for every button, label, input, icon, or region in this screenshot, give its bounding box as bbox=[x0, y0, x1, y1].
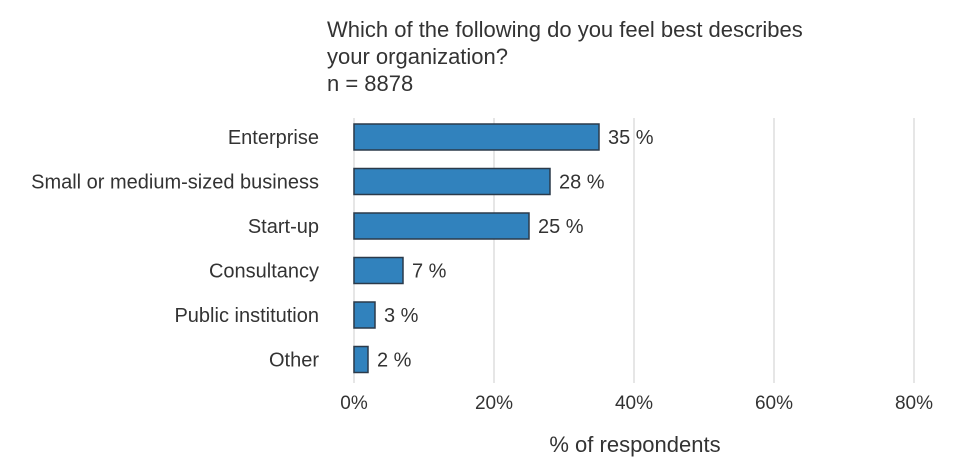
category-label: Other bbox=[269, 350, 319, 372]
grid-lines bbox=[353, 118, 915, 383]
bar bbox=[353, 301, 376, 329]
category-label: Start-up bbox=[248, 216, 319, 238]
bar bbox=[353, 212, 530, 240]
chart-title-line-2: your organization? bbox=[327, 44, 509, 69]
x-tick-label: 20% bbox=[475, 393, 513, 414]
category-label: Public institution bbox=[174, 305, 319, 327]
x-tick-label: 40% bbox=[615, 393, 653, 414]
category-label: Consultancy bbox=[209, 261, 319, 283]
bar bbox=[353, 256, 404, 285]
data-label: 2 % bbox=[377, 350, 412, 372]
data-label: 25 % bbox=[538, 216, 584, 238]
bar bbox=[353, 123, 600, 151]
bar bbox=[353, 345, 369, 374]
category-label: Enterprise bbox=[228, 127, 319, 149]
x-tick-label: 0% bbox=[340, 393, 368, 414]
chart-title-line-1: Which of the following do you feel best … bbox=[327, 17, 803, 42]
bars bbox=[353, 123, 600, 374]
x-tick-label: 60% bbox=[755, 393, 793, 414]
data-label: 7 % bbox=[412, 261, 447, 283]
data-label: 35 % bbox=[608, 127, 654, 149]
data-label: 28 % bbox=[559, 172, 605, 194]
x-tick-label: 80% bbox=[895, 393, 933, 414]
x-axis-label: % of respondents bbox=[549, 432, 720, 457]
chart-title: Which of the following do you feel best … bbox=[327, 16, 803, 97]
chart-subtitle: n = 8878 bbox=[327, 71, 414, 96]
data-label: 3 % bbox=[384, 305, 419, 327]
category-label: Small or medium-sized business bbox=[31, 172, 319, 194]
bar bbox=[353, 167, 551, 196]
labels: 0% 20% 40% 60% 80% Enterprise 35 % Small or med… bbox=[31, 127, 933, 414]
